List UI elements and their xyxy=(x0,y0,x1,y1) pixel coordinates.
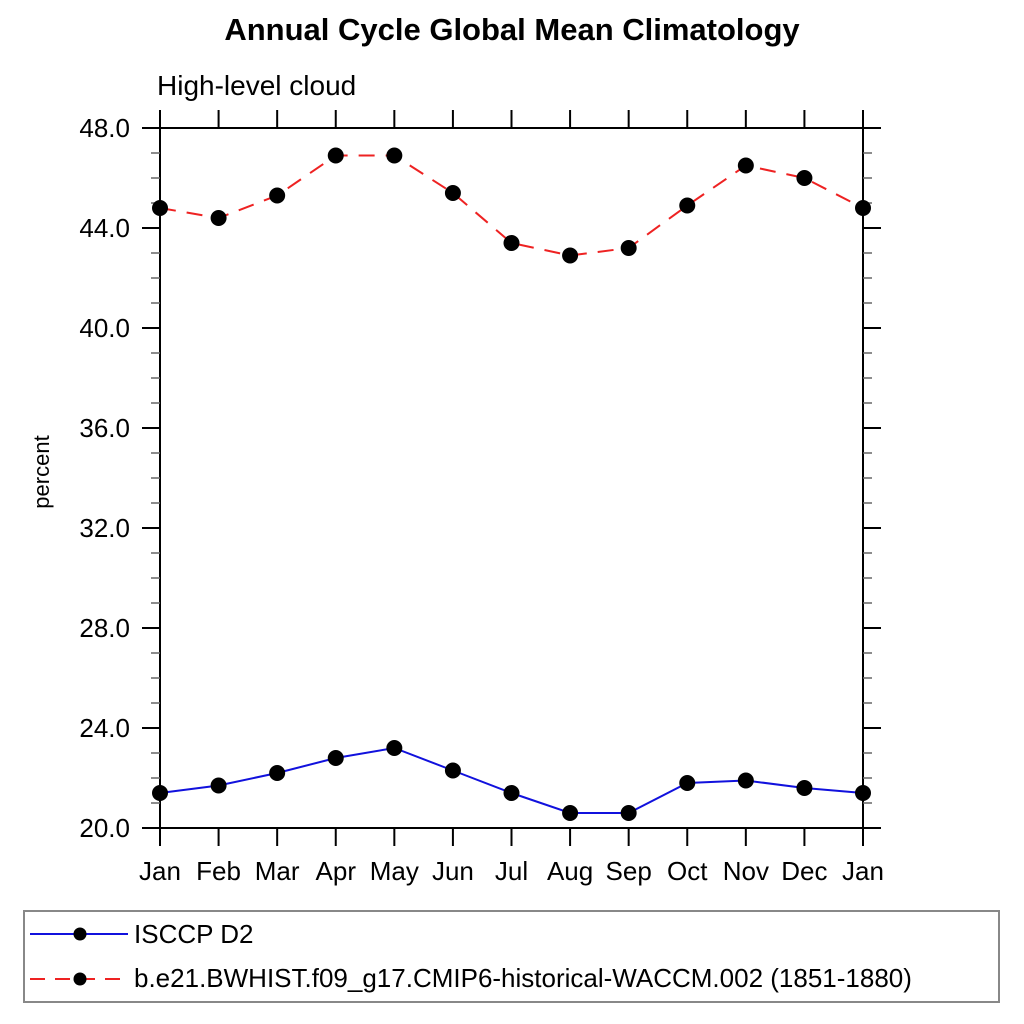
data-point-marker xyxy=(386,147,403,164)
data-point-marker xyxy=(444,762,461,779)
data-point-marker xyxy=(679,775,696,791)
y-tick-label: 44.0 xyxy=(79,213,130,243)
legend-dashed-line-marker-icon xyxy=(30,972,128,986)
data-point-marker xyxy=(327,147,344,164)
y-tick-label: 40.0 xyxy=(79,313,130,343)
data-point-marker xyxy=(737,157,754,174)
x-tick-label: Apr xyxy=(315,856,356,886)
data-point-marker xyxy=(269,765,286,781)
plot-frame xyxy=(159,127,864,829)
data-point-marker xyxy=(503,785,520,801)
y-tick-label: 20.0 xyxy=(79,813,130,843)
data-point-marker xyxy=(152,200,168,216)
legend-item: ISCCP D2 xyxy=(25,919,998,949)
data-point-marker xyxy=(620,805,637,821)
data-point-marker xyxy=(562,805,579,821)
data-point-marker xyxy=(855,200,871,216)
x-tick-label: Jan xyxy=(842,856,884,886)
x-tick-label: Feb xyxy=(196,856,241,886)
data-point-marker xyxy=(737,772,754,789)
data-point-marker xyxy=(269,187,286,204)
series-line-0 xyxy=(159,746,864,814)
x-tick-label: Jan xyxy=(139,856,181,886)
x-tick-label: Jul xyxy=(494,856,529,886)
x-tick-label: Mar xyxy=(254,856,300,886)
data-point-marker xyxy=(386,740,403,756)
data-point-marker xyxy=(562,247,579,264)
y-tick-label: 28.0 xyxy=(79,613,130,643)
x-tick-label: Oct xyxy=(667,856,708,886)
x-tick-label: Sep xyxy=(605,856,652,886)
x-tick-label: Dec xyxy=(781,856,828,886)
legend-solid-line-marker-icon xyxy=(30,927,128,941)
data-point-marker xyxy=(796,780,813,796)
legend-item: b.e21.BWHIST.f09_g17.CMIP6-historical-WA… xyxy=(25,963,998,994)
data-point-marker xyxy=(503,235,520,251)
data-point-marker xyxy=(327,750,344,766)
y-tick-label: 32.0 xyxy=(79,513,130,543)
chart-subtitle: High-level cloud xyxy=(157,70,357,101)
legend-item-label: ISCCP D2 xyxy=(134,918,254,949)
legend: ISCCP D2 b.e21.BWHIST.f09_g17.CMIP6-histo… xyxy=(23,910,1000,1003)
data-point-marker xyxy=(796,170,813,186)
plot-area xyxy=(142,110,881,846)
x-tick-label: May xyxy=(369,856,419,886)
data-point-marker xyxy=(444,185,461,201)
data-point-marker xyxy=(620,240,637,256)
data-point-marker xyxy=(679,197,696,214)
legend-item-label: b.e21.BWHIST.f09_g17.CMIP6-historical-WA… xyxy=(134,963,912,994)
y-tick-label: 36.0 xyxy=(79,413,130,443)
data-point-marker xyxy=(210,777,227,794)
x-tick-label: Aug xyxy=(546,856,594,886)
x-tick-label: Jun xyxy=(431,856,474,886)
y-tick-label: 24.0 xyxy=(79,713,130,743)
x-tick-label: Nov xyxy=(722,856,769,886)
y-tick-label: 48.0 xyxy=(79,113,130,143)
data-point-marker xyxy=(210,210,227,226)
chart-title: Annual Cycle Global Mean Climatology xyxy=(224,12,800,47)
data-point-marker xyxy=(855,785,871,801)
data-point-marker xyxy=(152,785,168,801)
